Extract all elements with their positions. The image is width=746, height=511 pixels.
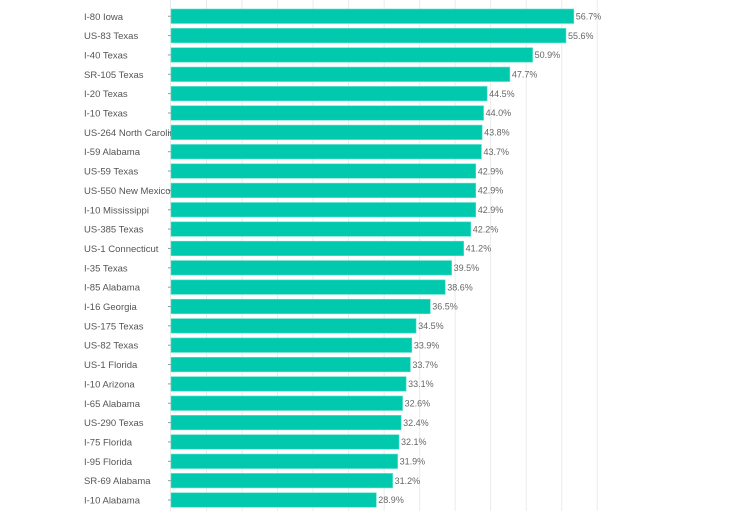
bar xyxy=(170,47,533,63)
bar xyxy=(170,240,464,256)
category-label: US-550 New Mexico xyxy=(84,186,171,197)
category-label: I-16 Georgia xyxy=(84,302,138,313)
bar xyxy=(170,8,575,24)
category-label: US-1 Connecticut xyxy=(84,244,159,255)
value-label: 31.2% xyxy=(395,476,421,486)
bar xyxy=(170,473,393,489)
bar xyxy=(170,28,567,44)
value-label: 41.2% xyxy=(466,244,492,254)
value-label: 32.4% xyxy=(403,418,429,428)
bar xyxy=(170,337,413,353)
value-label: 33.1% xyxy=(408,379,434,389)
value-label: 47.7% xyxy=(512,70,538,80)
bar xyxy=(170,453,398,469)
category-label: SR-105 Texas xyxy=(84,70,144,81)
category-label: US-290 Texas xyxy=(84,418,144,429)
bar xyxy=(170,260,452,276)
bar xyxy=(170,202,477,218)
value-label: 42.9% xyxy=(478,166,504,176)
category-label: US-59 Texas xyxy=(84,167,138,178)
category-label: I-10 Texas xyxy=(84,109,128,120)
bar xyxy=(170,279,446,295)
category-label: US-175 Texas xyxy=(84,321,144,332)
value-label: 32.6% xyxy=(405,398,431,408)
category-label: US-264 North Carolina xyxy=(84,128,181,139)
value-label: 44.0% xyxy=(486,108,512,118)
value-label: 31.9% xyxy=(400,457,426,467)
category-label: SR-69 Alabama xyxy=(84,476,151,487)
bar xyxy=(170,105,484,121)
bar xyxy=(170,221,472,237)
value-label: 33.9% xyxy=(414,340,440,350)
category-label: I-20 Texas xyxy=(84,89,128,100)
bar xyxy=(170,124,483,140)
category-label: I-65 Alabama xyxy=(84,399,141,410)
category-label: I-10 Mississippi xyxy=(84,205,149,216)
value-label: 42.9% xyxy=(478,205,504,215)
bar xyxy=(170,318,417,334)
bar xyxy=(170,298,431,315)
bar xyxy=(170,492,377,508)
bar xyxy=(170,144,482,160)
value-label: 43.8% xyxy=(484,128,510,138)
value-label: 28.9% xyxy=(378,495,404,505)
bar xyxy=(170,356,411,373)
bar xyxy=(170,86,488,102)
category-label: US-1 Florida xyxy=(84,360,138,371)
bar xyxy=(170,395,403,411)
value-label: 43.7% xyxy=(483,147,509,157)
bar xyxy=(170,376,407,392)
category-label: I-85 Alabama xyxy=(84,283,141,294)
category-label: I-35 Texas xyxy=(84,263,128,274)
value-label: 56.7% xyxy=(576,11,602,21)
value-label: 44.5% xyxy=(489,89,515,99)
value-label: 39.5% xyxy=(454,263,480,273)
category-label: US-82 Texas xyxy=(84,341,138,352)
category-label: I-59 Alabama xyxy=(84,147,141,158)
category-label: I-80 Iowa xyxy=(84,12,124,23)
category-label: I-10 Arizona xyxy=(84,379,135,390)
bar xyxy=(170,415,402,431)
category-label: US-385 Texas xyxy=(84,225,144,236)
value-label: 32.1% xyxy=(401,437,427,447)
category-label: US-83 Texas xyxy=(84,31,138,42)
value-label: 38.6% xyxy=(447,282,473,292)
bar xyxy=(170,182,477,198)
value-label: 55.6% xyxy=(568,31,594,41)
category-label: I-75 Florida xyxy=(84,437,133,448)
bar xyxy=(170,434,400,450)
value-label: 42.9% xyxy=(478,186,504,196)
category-label: I-40 Texas xyxy=(84,50,128,61)
value-label: 36.5% xyxy=(432,302,458,312)
bar xyxy=(170,163,477,179)
value-label: 33.7% xyxy=(412,360,438,370)
value-label: 42.2% xyxy=(473,224,499,234)
value-label: 50.9% xyxy=(535,50,561,60)
category-label: I-95 Florida xyxy=(84,457,133,468)
bars: I-80 Iowa 56.7% US-83 Texas 55.6% I-40 Texas… xyxy=(84,8,602,508)
category-label: I-10 Alabama xyxy=(84,496,141,507)
bar xyxy=(170,66,511,82)
value-label: 34.5% xyxy=(418,321,444,331)
